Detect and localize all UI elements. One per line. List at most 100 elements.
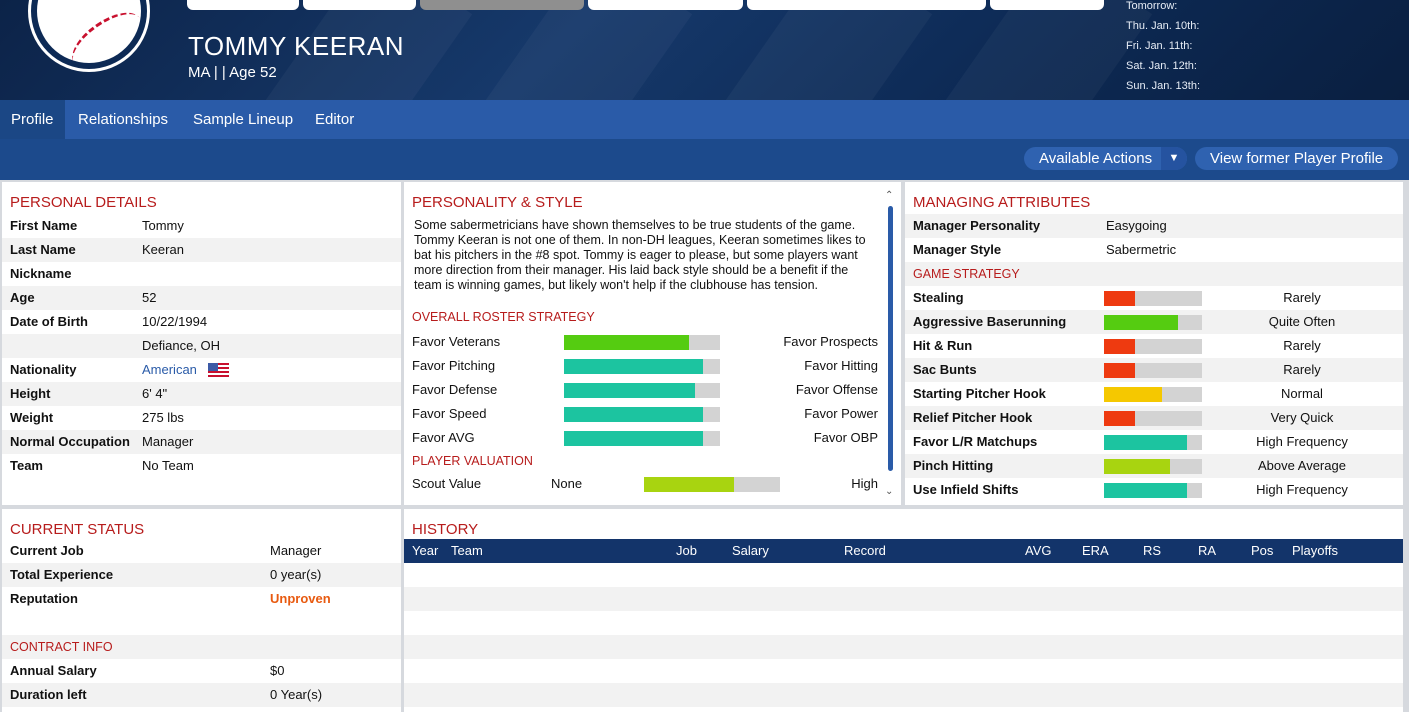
valuation-bar-fill [644, 477, 734, 492]
scroll-down-icon[interactable]: ⌄ [885, 486, 894, 497]
valuation-rating: High [851, 476, 878, 491]
strategy-row: Hit & Run Rarely [905, 334, 1403, 358]
top-tab[interactable] [303, 0, 416, 10]
profile-nav: Profile Relationships Sample Lineup Edit… [0, 100, 1409, 139]
tab-relationships[interactable]: Relationships [78, 111, 169, 128]
top-tab[interactable] [420, 0, 584, 10]
strategy-slider-bar [564, 431, 720, 446]
contract-info-heading: CONTRACT INFO [10, 640, 113, 654]
status-label: Total Experience [10, 567, 114, 582]
current-status-panel: CURRENT STATUS Current Job Manager Total E… [2, 509, 401, 712]
detail-label: First Name [10, 218, 78, 233]
tab-sample-lineup[interactable]: Sample Lineup [193, 111, 294, 128]
detail-row: Nationality American [2, 358, 401, 382]
strategy-slider-fill [564, 407, 703, 422]
strategy-bar-fill [1104, 339, 1136, 354]
player-valuation-heading: PLAYER VALUATION [412, 454, 533, 468]
player-header: TOMMY KEERAN MA | | Age 52 Tomorrow: Thu… [0, 0, 1409, 100]
strategy-bar-fill [1104, 315, 1179, 330]
chevron-down-icon: ▼ [1161, 147, 1187, 170]
roster-strategy-row: Favor Veterans Favor Prospects [404, 330, 884, 354]
column-header[interactable]: RS [1143, 543, 1162, 558]
column-header[interactable]: Salary [732, 543, 769, 558]
contract-header-bg [2, 635, 401, 659]
column-header[interactable]: Job [676, 543, 697, 558]
scrollbar-thumb[interactable] [888, 206, 893, 471]
detail-value: Manager [142, 434, 194, 449]
tab-profile[interactable]: Profile [0, 100, 65, 139]
detail-row: Weight 275 lbs [2, 406, 401, 430]
status-label: Current Job [10, 543, 84, 558]
schedule-item[interactable]: Sat. Jan. 12th: [1126, 60, 1197, 72]
top-tab[interactable] [588, 0, 743, 10]
roster-strategy-row: Favor Speed Favor Power [404, 402, 884, 426]
strategy-label: Favor L/R Matchups [913, 434, 1038, 449]
column-header[interactable]: AVG [1025, 543, 1052, 558]
roster-strategy-row: Favor AVG Favor OBP [404, 426, 884, 450]
detail-value[interactable]: American [142, 362, 197, 377]
column-header[interactable]: Team [451, 543, 483, 558]
detail-value: No Team [142, 458, 194, 473]
strategy-slider-bar [564, 335, 720, 350]
detail-value: 275 lbs [142, 410, 184, 425]
schedule-item[interactable]: Tomorrow: [1126, 0, 1178, 12]
managing-label: Manager Personality [913, 218, 1041, 233]
history-table-header: Year Team Job Salary Record AVG ERA RS R… [404, 539, 1403, 563]
available-actions-label: Available Actions [1039, 150, 1153, 167]
strategy-label: Stealing [913, 290, 964, 305]
contract-label: Annual Salary [10, 663, 97, 678]
detail-row: Date of Birth 10/22/1994 [2, 310, 401, 334]
strategy-right-label: Favor Prospects [783, 334, 878, 349]
strategy-label: Pinch Hitting [913, 458, 994, 473]
player-name: TOMMY KEERAN [188, 31, 404, 61]
strategy-left-label: Favor AVG [412, 430, 475, 445]
personality-description: Some sabermetricians have shown themselv… [414, 218, 866, 292]
valuation-bar [644, 477, 780, 492]
column-header[interactable]: Year [412, 543, 439, 558]
column-header[interactable]: Playoffs [1292, 543, 1339, 558]
contract-value: 0 Year(s) [270, 687, 323, 702]
strategy-bar [1104, 363, 1202, 378]
strategy-bar [1104, 411, 1202, 426]
column-header[interactable]: Pos [1251, 543, 1274, 558]
history-panel: HISTORY Year Team Job Salary Record AVG … [404, 509, 1403, 712]
detail-row: Nickname [2, 262, 401, 286]
column-header[interactable]: Record [844, 543, 886, 558]
strategy-slider-bar [564, 383, 720, 398]
strategy-bar [1104, 291, 1202, 306]
strategy-bar-fill [1104, 291, 1136, 306]
personal-details-panel: PERSONAL DETAILS First Name Tommy Last Nam… [2, 182, 401, 505]
us-flag-icon [208, 363, 229, 377]
strategy-row: Stealing Rarely [905, 286, 1403, 310]
detail-label: Weight [10, 410, 54, 425]
top-tab[interactable] [747, 0, 986, 10]
detail-value: Tommy [142, 218, 184, 233]
strategy-bar-fill [1104, 459, 1170, 474]
strategy-bar [1104, 387, 1202, 402]
strategy-slider-fill [564, 383, 696, 398]
scroll-up-icon[interactable]: ⌃ [885, 190, 894, 201]
strategy-right-label: Favor Power [804, 406, 878, 421]
column-header[interactable]: RA [1198, 543, 1217, 558]
column-header[interactable]: ERA [1082, 543, 1109, 558]
strategy-label: Starting Pitcher Hook [913, 386, 1046, 401]
contract-row: Annual Salary $0 [2, 659, 401, 683]
view-former-profile-button[interactable]: View former Player Profile [1195, 147, 1399, 170]
strategy-slider-fill [564, 359, 703, 374]
tab-editor[interactable]: Editor [315, 111, 355, 128]
team-logo [28, 0, 150, 72]
baseball-icon [37, 0, 141, 63]
schedule-item[interactable]: Thu. Jan. 10th: [1126, 20, 1200, 32]
detail-label: Team [10, 458, 43, 473]
top-tab[interactable] [990, 0, 1104, 10]
schedule-item[interactable]: Sun. Jan. 13th: [1126, 80, 1200, 92]
schedule-item[interactable]: Fri. Jan. 11th: [1126, 40, 1193, 52]
status-value: Unproven [270, 591, 331, 606]
panel-title: CURRENT STATUS [10, 521, 145, 538]
top-tab[interactable] [187, 0, 299, 10]
strategy-bar [1104, 483, 1202, 498]
strategy-bar-fill [1104, 411, 1136, 426]
panel-scrollbar[interactable]: ⌃ ⌄ [885, 190, 895, 500]
available-actions-button[interactable]: Available Actions ▼ [1024, 147, 1187, 170]
roster-strategy-heading: OVERALL ROSTER STRATEGY [412, 310, 595, 324]
